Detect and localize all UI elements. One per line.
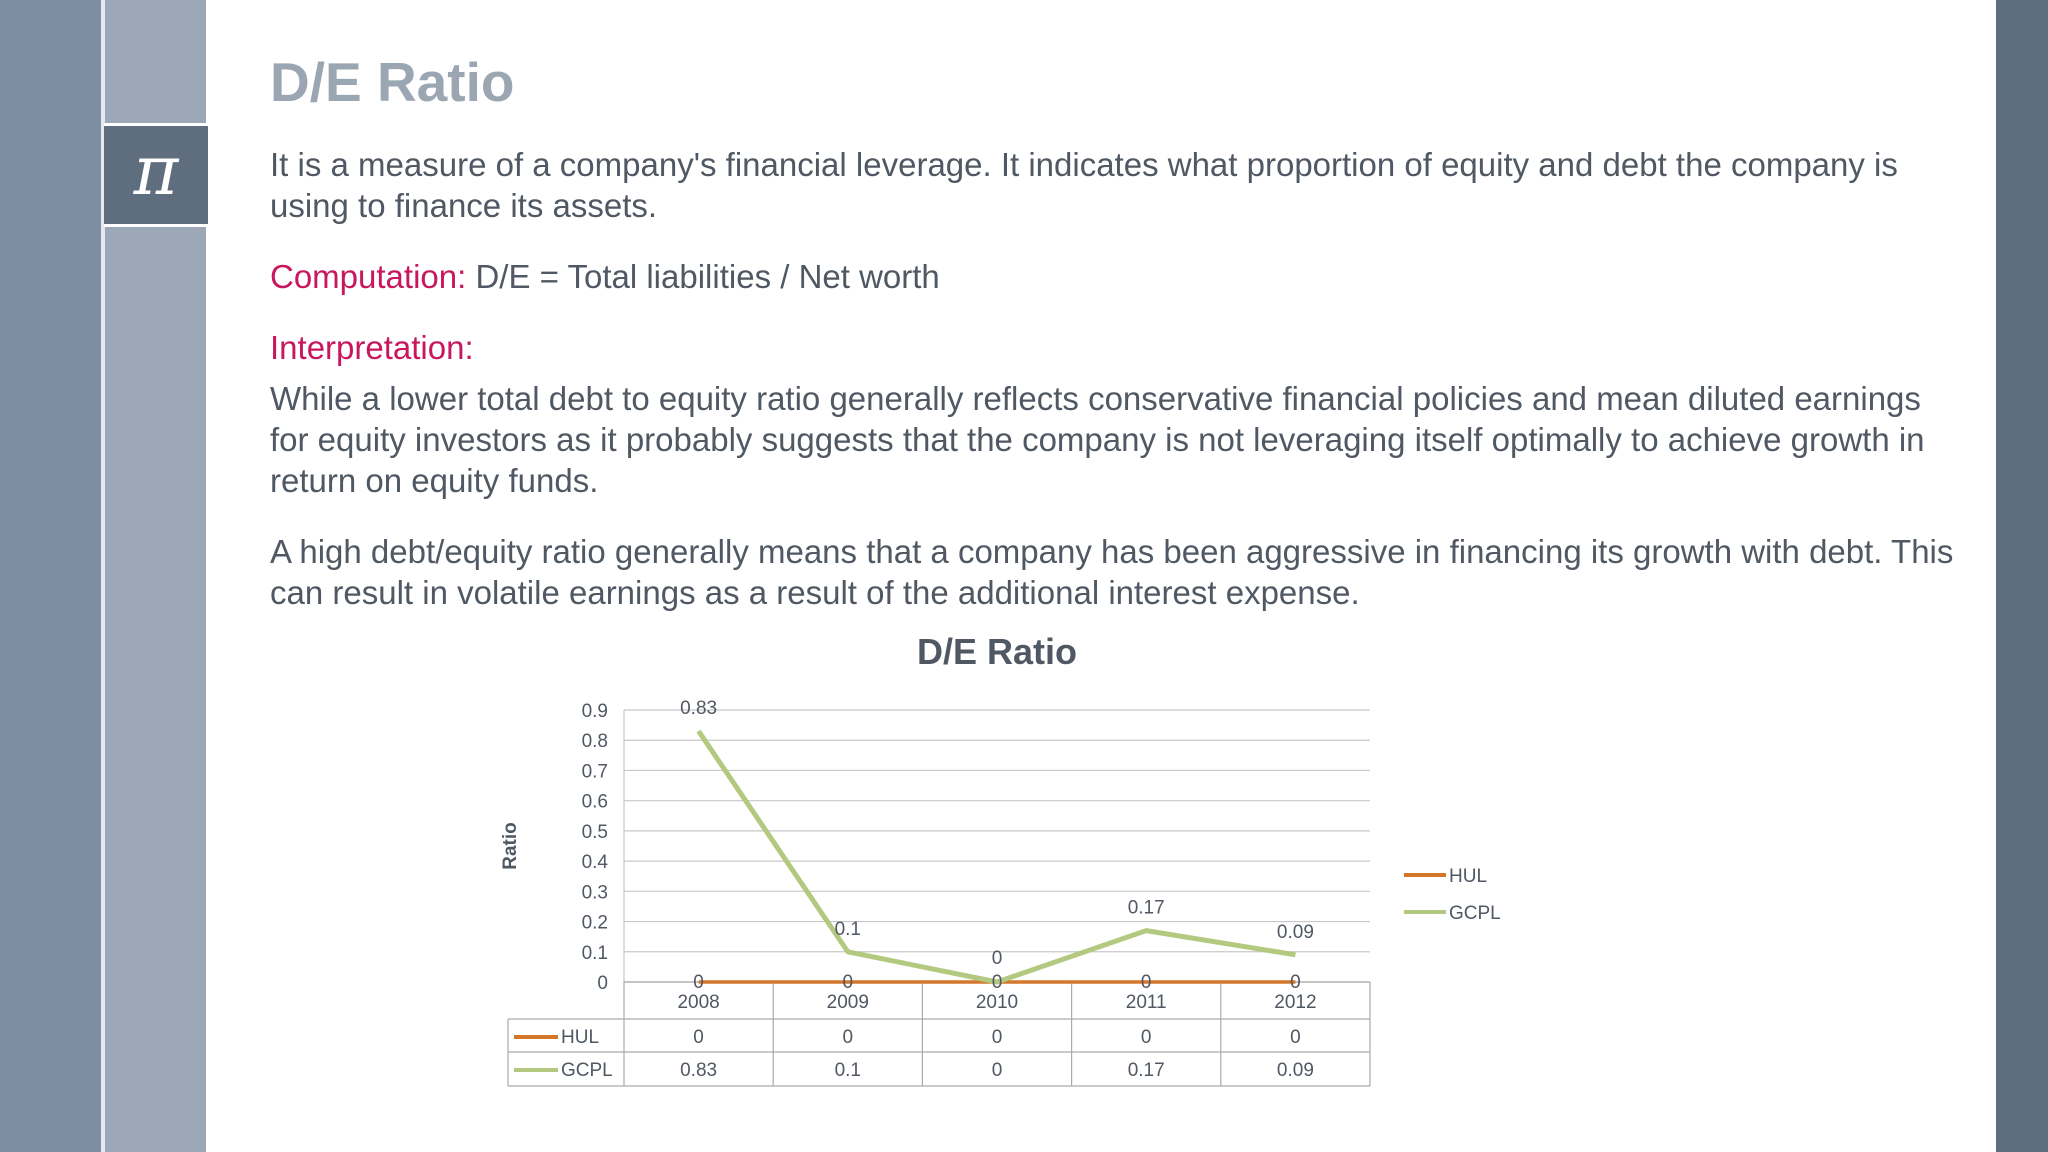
y-tick-label: 0.9 (582, 701, 608, 722)
y-tick-label: 0.8 (582, 731, 608, 752)
data-label-gcpl: 0 (992, 948, 1003, 969)
computation-formula: D/E = Total liabilities / Net worth (475, 258, 940, 295)
chart-title: D/E Ratio (917, 631, 1077, 672)
interpretation-paragraph-1: While a lower total debt to equity ratio… (270, 380, 1925, 499)
computation-label: Computation: (270, 258, 467, 295)
table-cell: 0 (1290, 1027, 1301, 1048)
y-tick-label: 0.5 (582, 822, 608, 843)
data-label-gcpl: 0.1 (835, 919, 861, 940)
table-cell: 0.09 (1277, 1060, 1314, 1081)
table-cell: 0 (1141, 1027, 1152, 1048)
pi-logo-box: π (104, 123, 208, 227)
strip-divider (101, 0, 105, 1152)
slide-title: D/E Ratio (270, 51, 515, 113)
y-tick-label: 0.3 (582, 882, 608, 903)
data-label-hul: 0 (693, 972, 704, 993)
table-cell: 0 (992, 1027, 1003, 1048)
data-label-gcpl: 0.83 (680, 698, 717, 719)
data-label-hul: 0 (843, 972, 854, 993)
table-cell: 0 (992, 1060, 1003, 1081)
y-axis-label: Ratio (500, 822, 521, 870)
chart-svg: D/E Ratio Ratio 0 0.1 0.2 0.3 0.4 0.5 0.6 0.7 0.8 0… (500, 631, 1501, 1087)
legend-label-hul: HUL (1449, 866, 1487, 887)
y-tick-label: 0.6 (582, 792, 608, 813)
y-tick-label: 0.1 (582, 943, 608, 964)
table-cell: 0 (843, 1027, 854, 1048)
data-label-gcpl: 0.17 (1128, 898, 1165, 919)
x-tick-label: 2010 (976, 992, 1018, 1013)
x-tick-label: 2012 (1274, 992, 1316, 1013)
right-decor-strip (1996, 0, 2048, 1152)
computation-line: Computation: D/E = Total liabilities / N… (270, 256, 1960, 297)
y-tick-label: 0 (597, 973, 608, 994)
pi-icon: π (133, 132, 179, 211)
de-ratio-chart: D/E Ratio Ratio 0 0.1 0.2 0.3 0.4 0.5 0.6 0.7 0.8 0… (480, 630, 1540, 1090)
table-cell: 0.1 (835, 1060, 861, 1081)
x-tick-label: 2008 (677, 992, 719, 1013)
series-line-gcpl (696, 729, 1296, 985)
left-decor-strip (0, 0, 101, 1152)
table-cell: 0 (693, 1027, 704, 1048)
data-label-hul: 0 (1290, 972, 1301, 993)
table-series-label: GCPL (561, 1060, 613, 1081)
table-cell: 0.83 (680, 1060, 717, 1081)
legend-label-gcpl: GCPL (1449, 903, 1501, 924)
interpretation-paragraph-2: A high debt/equity ratio generally means… (270, 533, 1954, 611)
table-cell: 0.17 (1128, 1060, 1165, 1081)
table-series-label: HUL (561, 1027, 599, 1048)
intro-text: It is a measure of a company's financial… (270, 146, 1898, 224)
y-tick-label: 0.2 (582, 913, 608, 934)
y-tick-label: 0.4 (582, 852, 609, 873)
data-label-hul: 0 (1141, 972, 1152, 993)
data-label-gcpl: 0.09 (1277, 922, 1314, 943)
data-label-hul: 0 (992, 972, 1003, 993)
y-tick-label: 0.7 (582, 761, 608, 782)
x-tick-label: 2009 (827, 992, 869, 1013)
interpretation-label: Interpretation: (270, 329, 474, 366)
x-tick-label: 2011 (1126, 992, 1167, 1013)
